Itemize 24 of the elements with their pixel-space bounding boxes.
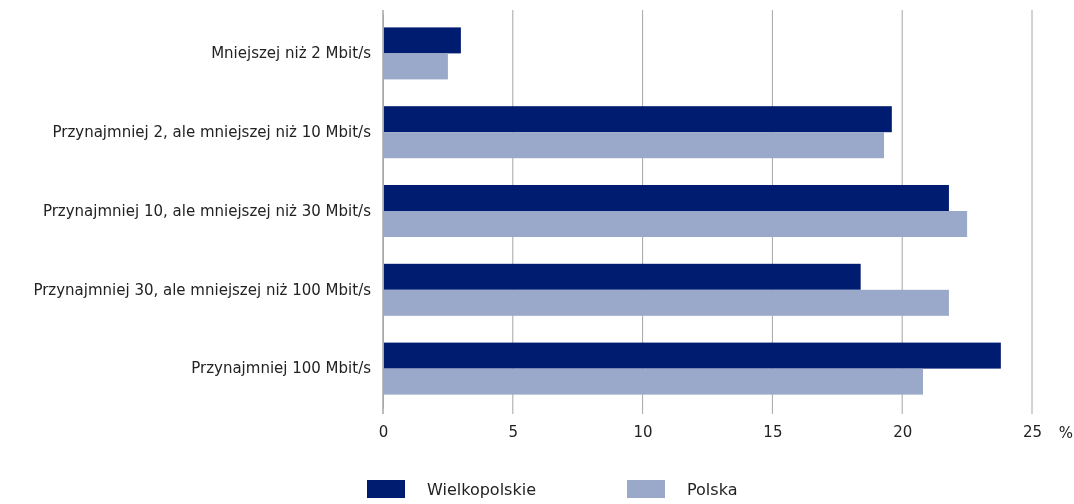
legend-label: Polska <box>687 480 738 499</box>
x-tick-label: 5 <box>508 422 519 441</box>
y-tick-label: Przynajmniej 2, ale mniejszej niż 10 Mbit/s <box>52 123 372 141</box>
x-tick-label: 20 <box>893 422 913 441</box>
bar <box>383 185 949 211</box>
bar <box>383 27 461 54</box>
x-tick-label: 15 <box>763 422 783 441</box>
y-tick-label: Przynajmniej 100 Mbit/s <box>191 359 372 378</box>
bar <box>383 342 1001 369</box>
bar <box>383 106 892 133</box>
y-tick-label: Mniejszej niż 2 Mbit/s <box>211 44 372 63</box>
bar <box>383 263 861 290</box>
bar <box>383 53 448 80</box>
bar <box>383 368 923 395</box>
x-tick-label: 10 <box>633 422 653 441</box>
y-tick-label: Przynajmniej 30, ale mniejszej niż 100 Mbit/s <box>33 280 372 299</box>
bar <box>383 211 968 237</box>
x-tick-label: 25 <box>1022 422 1043 441</box>
y-tick-label: Przynajmniej 10, ale mniejszej niż 30 Mbit/s <box>42 201 372 220</box>
legend-label: Wielkopolskie <box>427 480 536 499</box>
bar <box>383 132 885 159</box>
x-tick-label: 0 <box>378 422 389 441</box>
bar <box>383 289 949 316</box>
x-axis-title: % <box>1058 424 1074 442</box>
